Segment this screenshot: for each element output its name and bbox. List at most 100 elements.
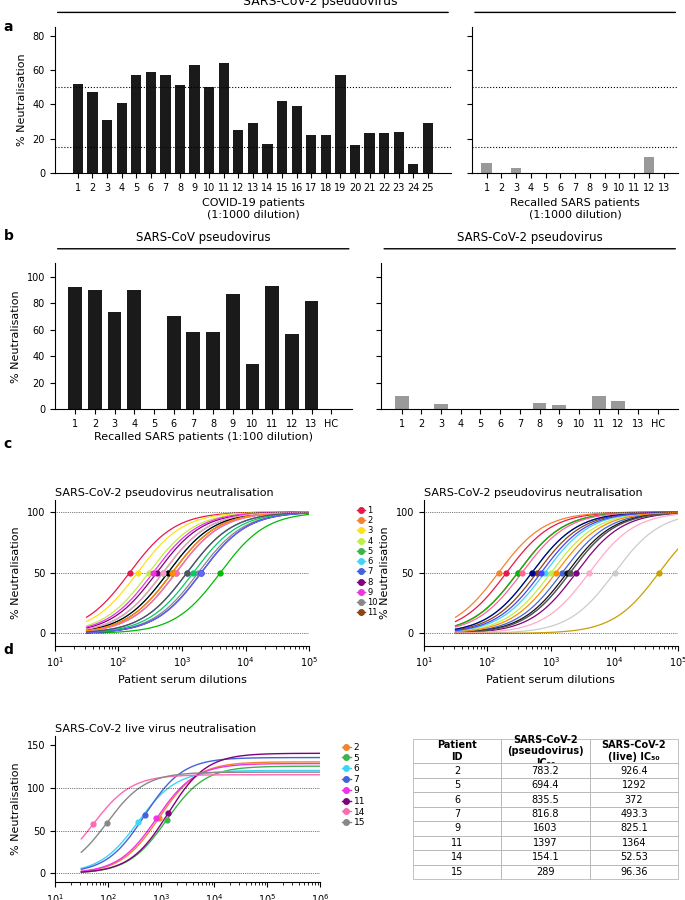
Point <box>551 565 562 580</box>
Point <box>182 565 192 580</box>
X-axis label: Patient serum dilutions: Patient serum dilutions <box>486 675 615 685</box>
Y-axis label: % Neutralisation: % Neutralisation <box>17 54 27 147</box>
Point <box>192 565 203 580</box>
Point <box>124 565 135 580</box>
Bar <box>190 65 200 173</box>
Bar <box>146 72 156 173</box>
Point <box>133 814 144 829</box>
Y-axis label: % Neutralisation: % Neutralisation <box>380 526 390 619</box>
Bar <box>116 103 127 173</box>
Point <box>609 565 620 580</box>
Bar <box>644 158 654 173</box>
Bar <box>175 86 185 173</box>
Point <box>564 565 575 580</box>
Bar <box>533 402 547 410</box>
Bar <box>423 123 433 173</box>
Text: SARS-CoV pseudovirus: SARS-CoV pseudovirus <box>136 231 271 245</box>
Bar <box>88 92 97 173</box>
Point <box>196 565 207 580</box>
Point <box>171 565 182 580</box>
Point <box>182 565 192 580</box>
Text: a: a <box>3 20 13 34</box>
Bar <box>336 75 345 173</box>
Point <box>171 565 182 580</box>
Y-axis label: % Neutralisation: % Neutralisation <box>11 290 21 382</box>
Bar <box>434 404 448 410</box>
Text: SARS-CoV-2 pseudovirus neutralisation: SARS-CoV-2 pseudovirus neutralisation <box>424 488 643 498</box>
Point <box>143 565 154 580</box>
Point <box>196 565 207 580</box>
Bar <box>394 131 404 173</box>
Bar <box>265 286 279 410</box>
Bar <box>306 135 316 173</box>
Point <box>162 806 173 821</box>
Point <box>147 565 158 580</box>
Point <box>512 565 523 580</box>
Bar <box>552 405 566 410</box>
Bar <box>511 167 521 173</box>
Point <box>132 565 143 580</box>
Text: d: d <box>3 644 13 658</box>
Point <box>501 565 512 580</box>
Point <box>653 565 664 580</box>
Bar <box>248 123 258 173</box>
Bar <box>245 364 260 410</box>
Bar <box>262 144 273 173</box>
Point <box>526 565 537 580</box>
Legend: 2, 5, 6, 7, 9, 11, 14, 15: 2, 5, 6, 7, 9, 11, 14, 15 <box>338 739 369 831</box>
Point <box>557 565 568 580</box>
Bar <box>186 332 200 410</box>
Y-axis label: % Neutralisation: % Neutralisation <box>11 762 21 855</box>
Point <box>88 817 99 832</box>
Bar <box>379 133 389 173</box>
Point <box>571 565 582 580</box>
Bar <box>219 63 229 173</box>
Bar <box>233 130 243 173</box>
Bar <box>127 290 141 410</box>
Bar <box>321 135 331 173</box>
Bar <box>482 163 492 173</box>
Point <box>545 565 556 580</box>
Point <box>512 565 523 580</box>
Bar <box>204 87 214 173</box>
Point <box>512 565 523 580</box>
Y-axis label: % Neutralisation: % Neutralisation <box>11 526 21 619</box>
Point <box>584 565 595 580</box>
Text: SARS-CoV-2 pseudovirus: SARS-CoV-2 pseudovirus <box>457 231 603 245</box>
Bar <box>277 101 287 173</box>
Bar <box>612 401 625 410</box>
Point <box>532 565 543 580</box>
Legend: 12, 13, 14, 15, 16, 17, 18, 19, 20, 21: 12, 13, 14, 15, 16, 17, 18, 19, 20, 21 <box>425 502 453 610</box>
Bar <box>206 332 220 410</box>
Bar <box>73 84 83 173</box>
Text: b: b <box>3 230 13 244</box>
Text: SARS-CoV-2 pseudovirus: SARS-CoV-2 pseudovirus <box>243 0 398 8</box>
X-axis label: Recalled SARS patients
(1:1000 dilution): Recalled SARS patients (1:1000 dilution) <box>510 198 640 220</box>
Bar <box>364 133 375 173</box>
Bar <box>292 106 302 173</box>
Point <box>151 811 162 825</box>
Point <box>171 565 182 580</box>
Point <box>158 565 169 580</box>
Bar <box>68 287 82 410</box>
Bar <box>160 75 171 173</box>
Point <box>166 565 177 580</box>
Point <box>526 565 537 580</box>
Bar <box>88 290 102 410</box>
Point <box>536 565 547 580</box>
Point <box>139 808 150 823</box>
Text: SARS-CoV-2 pseudovirus neutralisation: SARS-CoV-2 pseudovirus neutralisation <box>55 488 273 498</box>
Bar <box>285 334 299 410</box>
Bar <box>108 312 121 410</box>
Bar <box>166 317 181 410</box>
Bar <box>395 396 408 410</box>
Bar <box>131 75 141 173</box>
Bar <box>592 396 606 410</box>
Text: SARS-CoV-2 live virus neutralisation: SARS-CoV-2 live virus neutralisation <box>55 724 256 733</box>
Bar <box>226 294 240 410</box>
Point <box>516 565 527 580</box>
Text: c: c <box>3 436 12 451</box>
Bar <box>102 120 112 173</box>
Point <box>215 565 226 580</box>
Point <box>151 565 162 580</box>
